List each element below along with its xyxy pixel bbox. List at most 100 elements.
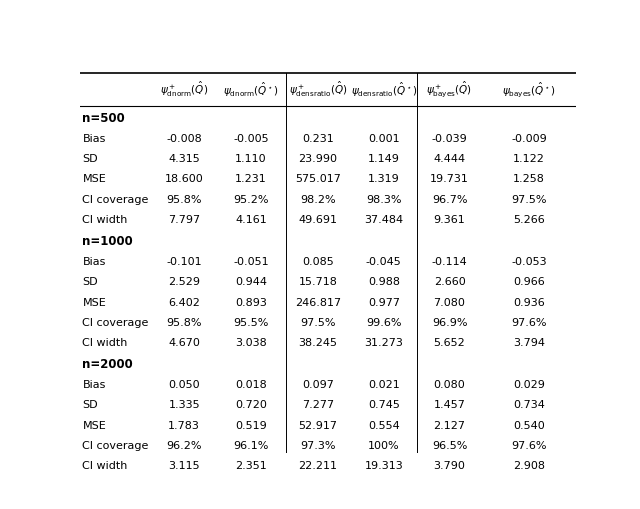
Text: 0.720: 0.720 — [235, 400, 267, 410]
Text: 95.8%: 95.8% — [166, 318, 202, 328]
Text: 0.734: 0.734 — [513, 400, 545, 410]
Text: 1.258: 1.258 — [513, 175, 545, 184]
Text: 1.149: 1.149 — [368, 154, 400, 164]
Text: 0.080: 0.080 — [434, 380, 465, 390]
Text: 97.6%: 97.6% — [511, 441, 547, 451]
Text: 7.277: 7.277 — [302, 400, 334, 410]
Text: Bias: Bias — [83, 380, 106, 390]
Text: 4.670: 4.670 — [168, 338, 200, 348]
Text: MSE: MSE — [83, 297, 106, 307]
Text: CI coverage: CI coverage — [83, 441, 149, 451]
Text: 4.161: 4.161 — [236, 215, 267, 225]
Text: 1.335: 1.335 — [168, 400, 200, 410]
Text: 6.402: 6.402 — [168, 297, 200, 307]
Text: 3.794: 3.794 — [513, 338, 545, 348]
Text: -0.053: -0.053 — [511, 257, 547, 267]
Text: MSE: MSE — [83, 175, 106, 184]
Text: 0.029: 0.029 — [513, 380, 545, 390]
Text: 38.245: 38.245 — [299, 338, 337, 348]
Text: n=2000: n=2000 — [83, 358, 133, 371]
Text: -0.051: -0.051 — [234, 257, 269, 267]
Text: 97.5%: 97.5% — [300, 318, 336, 328]
Text: 0.540: 0.540 — [513, 420, 545, 431]
Text: -0.045: -0.045 — [366, 257, 402, 267]
Text: 4.315: 4.315 — [168, 154, 200, 164]
Text: 3.115: 3.115 — [168, 461, 200, 471]
Text: 9.361: 9.361 — [434, 215, 465, 225]
Text: 97.5%: 97.5% — [511, 195, 547, 205]
Text: 19.313: 19.313 — [364, 461, 403, 471]
Text: 1.319: 1.319 — [368, 175, 399, 184]
Text: 2.351: 2.351 — [236, 461, 267, 471]
Text: 52.917: 52.917 — [299, 420, 337, 431]
Text: 97.3%: 97.3% — [300, 441, 336, 451]
Text: CI coverage: CI coverage — [83, 195, 149, 205]
Text: CI width: CI width — [83, 215, 128, 225]
Text: -0.039: -0.039 — [431, 134, 467, 144]
Text: 23.990: 23.990 — [299, 154, 337, 164]
Text: 246.817: 246.817 — [295, 297, 341, 307]
Text: n=500: n=500 — [83, 112, 125, 125]
Text: 4.444: 4.444 — [433, 154, 465, 164]
Text: Bias: Bias — [83, 257, 106, 267]
Text: MSE: MSE — [83, 420, 106, 431]
Text: CI width: CI width — [83, 461, 128, 471]
Text: $\psi^+_{\mathrm{bayes}}(\hat{Q})$: $\psi^+_{\mathrm{bayes}}(\hat{Q})$ — [426, 79, 472, 99]
Text: 0.966: 0.966 — [513, 277, 545, 287]
Text: $\psi_{\mathrm{densratio}}(\hat{Q}^\star)$: $\psi_{\mathrm{densratio}}(\hat{Q}^\star… — [351, 80, 417, 99]
Text: 96.1%: 96.1% — [234, 441, 269, 451]
Text: 7.080: 7.080 — [433, 297, 465, 307]
Text: 98.2%: 98.2% — [300, 195, 336, 205]
Text: 0.554: 0.554 — [368, 420, 399, 431]
Text: 31.273: 31.273 — [364, 338, 403, 348]
Text: 18.600: 18.600 — [164, 175, 204, 184]
Text: -0.114: -0.114 — [431, 257, 467, 267]
Text: 96.7%: 96.7% — [432, 195, 467, 205]
Text: 0.050: 0.050 — [168, 380, 200, 390]
Text: SD: SD — [83, 400, 98, 410]
Text: 96.5%: 96.5% — [432, 441, 467, 451]
Text: 0.097: 0.097 — [302, 380, 334, 390]
Text: 2.908: 2.908 — [513, 461, 545, 471]
Text: 1.122: 1.122 — [513, 154, 545, 164]
Text: 0.519: 0.519 — [236, 420, 267, 431]
Text: Bias: Bias — [83, 134, 106, 144]
Text: 19.731: 19.731 — [430, 175, 469, 184]
Text: 1.110: 1.110 — [236, 154, 267, 164]
Text: -0.009: -0.009 — [511, 134, 547, 144]
Text: 100%: 100% — [368, 441, 399, 451]
Text: $\psi_{\mathrm{dnorm}}(\hat{Q}^\star)$: $\psi_{\mathrm{dnorm}}(\hat{Q}^\star)$ — [223, 80, 279, 99]
Text: CI width: CI width — [83, 338, 128, 348]
Text: 0.001: 0.001 — [368, 134, 399, 144]
Text: $\psi^+_{\mathrm{dnorm}}(\hat{Q})$: $\psi^+_{\mathrm{dnorm}}(\hat{Q})$ — [160, 80, 208, 99]
Text: $\psi_{\mathrm{bayes}}(\hat{Q}^\star)$: $\psi_{\mathrm{bayes}}(\hat{Q}^\star)$ — [502, 80, 556, 99]
Text: 97.6%: 97.6% — [511, 318, 547, 328]
Text: 95.5%: 95.5% — [234, 318, 269, 328]
Text: 22.211: 22.211 — [299, 461, 337, 471]
Text: 37.484: 37.484 — [364, 215, 403, 225]
Text: 0.893: 0.893 — [235, 297, 267, 307]
Text: 3.038: 3.038 — [236, 338, 267, 348]
Text: 0.936: 0.936 — [513, 297, 545, 307]
Text: SD: SD — [83, 277, 98, 287]
Text: -0.008: -0.008 — [166, 134, 202, 144]
Text: 96.9%: 96.9% — [432, 318, 467, 328]
Text: n=1000: n=1000 — [83, 235, 133, 248]
Text: 99.6%: 99.6% — [366, 318, 401, 328]
Text: 0.988: 0.988 — [368, 277, 400, 287]
Text: -0.101: -0.101 — [166, 257, 202, 267]
Text: 95.8%: 95.8% — [166, 195, 202, 205]
Text: CI coverage: CI coverage — [83, 318, 149, 328]
Text: 5.652: 5.652 — [434, 338, 465, 348]
Text: 2.127: 2.127 — [433, 420, 465, 431]
Text: 2.529: 2.529 — [168, 277, 200, 287]
Text: SD: SD — [83, 154, 98, 164]
Text: 95.2%: 95.2% — [234, 195, 269, 205]
Text: 96.2%: 96.2% — [166, 441, 202, 451]
Text: 0.021: 0.021 — [368, 380, 399, 390]
Text: 0.018: 0.018 — [236, 380, 267, 390]
Text: 0.085: 0.085 — [302, 257, 334, 267]
Text: 15.718: 15.718 — [299, 277, 337, 287]
Text: 2.660: 2.660 — [434, 277, 465, 287]
Text: 1.457: 1.457 — [433, 400, 465, 410]
